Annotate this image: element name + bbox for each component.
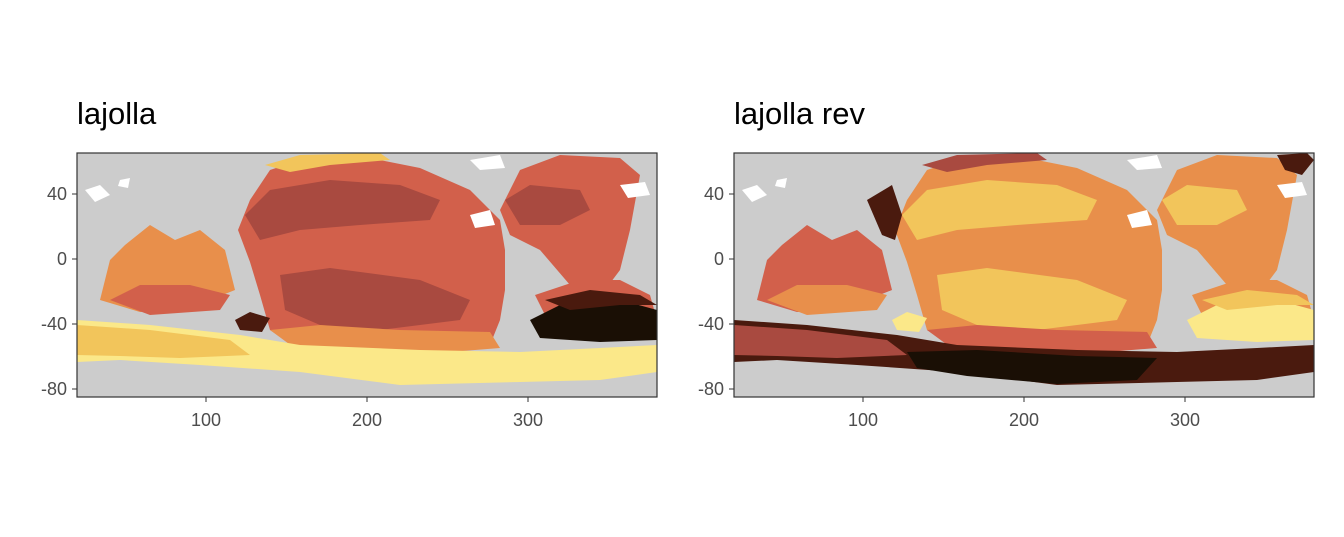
- ocean-south-ring: [734, 320, 1314, 385]
- ocean-pacific-eq: [280, 268, 470, 330]
- ocean-indian-core: [767, 285, 887, 315]
- panel-lajolla-rev: lajolla rev: [657, 0, 1329, 537]
- ice-patches: [742, 155, 1307, 228]
- panel-lajolla: lajolla: [41, 96, 658, 430]
- ocean-south-mid: [77, 325, 250, 358]
- panel-title: lajolla: [77, 96, 157, 131]
- ocean-atlantic-brown: [545, 290, 657, 310]
- y-tick-label: -80: [41, 379, 67, 399]
- ice-patch-4: [1127, 210, 1152, 228]
- ice-patch-1: [85, 185, 110, 202]
- y-tick-label: 40: [704, 184, 724, 204]
- ocean-pacific-band: [902, 180, 1097, 240]
- ocean-coast-atlantic: [1277, 153, 1314, 175]
- ocean-atlantic-ncore: [505, 185, 590, 225]
- map-plot: 40 0 -40 -80 100 200 300: [41, 152, 658, 430]
- ice-patch-5: [1277, 182, 1307, 198]
- y-axis: 40 0 -40 -80: [41, 184, 77, 399]
- y-tick-label: 0: [714, 249, 724, 269]
- ocean-indian-core: [110, 285, 230, 315]
- x-tick-label: 100: [848, 410, 878, 430]
- plot-area: [733, 152, 1315, 398]
- ice-patch-3: [470, 155, 505, 170]
- y-tick-label: 0: [57, 249, 67, 269]
- ocean-atlantic-bright: [1187, 300, 1314, 342]
- y-tick-label: -40: [698, 314, 724, 334]
- x-axis: 100 200 300: [848, 397, 1200, 430]
- ocean-indian-dark: [235, 312, 270, 332]
- ocean-atlantic-ncore: [1162, 185, 1247, 225]
- map-plot: 40 0 -40 -80 100 200 300: [698, 152, 1315, 430]
- ice-patch-5: [620, 182, 650, 198]
- ice-patches: [85, 155, 650, 228]
- ocean-south-ring: [77, 320, 657, 385]
- x-tick-label: 300: [1170, 410, 1200, 430]
- x-tick-label: 300: [513, 410, 543, 430]
- ocean-pacific-band: [245, 180, 440, 240]
- x-tick-label: 200: [1009, 410, 1039, 430]
- ocean-arctic-edge: [265, 153, 390, 172]
- x-axis: 100 200 300: [191, 397, 543, 430]
- y-axis: 40 0 -40 -80: [698, 184, 734, 399]
- ice-patch-2: [775, 178, 787, 188]
- y-tick-label: -80: [698, 379, 724, 399]
- ocean-south-core: [907, 350, 1157, 384]
- panel-title: lajolla rev: [734, 96, 865, 131]
- ocean-field: [734, 153, 1314, 385]
- ocean-south-mid: [734, 325, 907, 358]
- ice-patch-4: [470, 210, 495, 228]
- x-tick-label: 200: [352, 410, 382, 430]
- ice-patch-3: [1127, 155, 1162, 170]
- x-tick-label: 100: [191, 410, 221, 430]
- ocean-field: [77, 153, 657, 385]
- ocean-atlantic-dark: [530, 300, 657, 342]
- y-tick-label: -40: [41, 314, 67, 334]
- ocean-atlantic-light: [1202, 290, 1314, 310]
- ocean-pacific-eq: [937, 268, 1127, 330]
- ice-patch-1: [742, 185, 767, 202]
- ocean-indian-bright: [892, 312, 927, 332]
- ocean-coast-west: [867, 185, 902, 240]
- ice-patch-2: [118, 178, 130, 188]
- plot-area: [76, 152, 658, 398]
- ocean-arctic-edge: [922, 153, 1047, 172]
- y-tick-label: 40: [47, 184, 67, 204]
